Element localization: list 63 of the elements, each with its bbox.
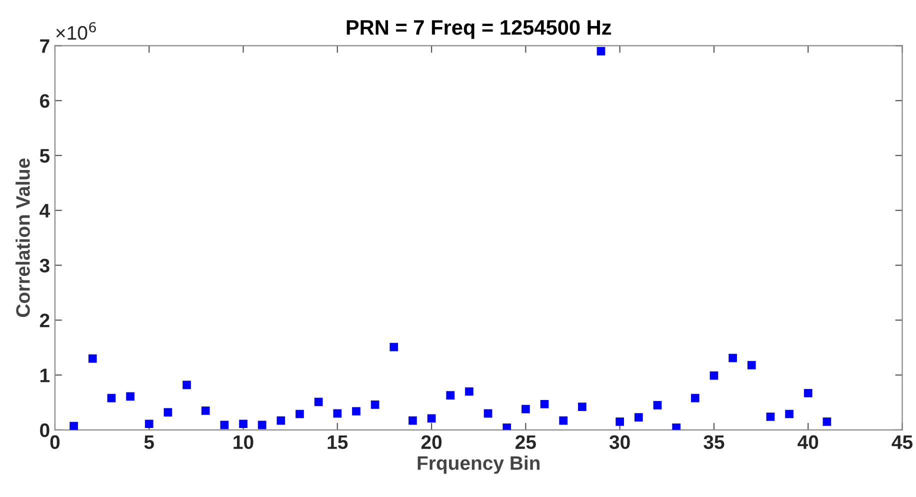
point <box>522 404 530 414</box>
point <box>201 406 210 415</box>
x-tick-label: 25 <box>516 435 536 450</box>
point <box>690 394 700 402</box>
text: ×10$^{6}$ <box>56 22 96 40</box>
x-tick-label: 0 <box>50 435 60 450</box>
x-tick-label: 45 <box>892 435 913 450</box>
x-tick-label: 15 <box>328 435 348 450</box>
y-tick-label: 6 <box>40 94 50 108</box>
y-tick-label: 0 <box>40 423 50 438</box>
x-tick-label: 20 <box>421 435 442 450</box>
point <box>144 420 154 428</box>
y-tick-label: 4 <box>40 204 50 218</box>
point <box>107 394 116 402</box>
point <box>653 401 662 410</box>
chart-title: PRN = 7 Freq = 1254500 Hz <box>346 20 612 39</box>
y-axis-title: Correlation Value <box>16 158 30 317</box>
y-tick-label: 3 <box>40 258 50 273</box>
point <box>239 420 248 428</box>
point <box>390 342 398 352</box>
point <box>352 407 360 416</box>
point <box>164 408 172 417</box>
point <box>747 360 756 370</box>
x-tick-label: 5 <box>144 435 154 450</box>
point <box>427 414 436 423</box>
point <box>446 391 455 400</box>
point <box>634 413 643 422</box>
point <box>766 412 775 421</box>
x-tick-label: 10 <box>234 435 254 450</box>
point <box>559 416 568 425</box>
y-tick-label: 5 <box>40 149 50 163</box>
point <box>182 380 191 390</box>
point <box>785 410 794 418</box>
point <box>333 409 342 418</box>
point <box>88 354 97 363</box>
point <box>296 410 304 418</box>
x-tick-label: 40 <box>798 435 818 450</box>
x-axis-title: Frquency Bin <box>418 456 540 474</box>
point <box>126 392 134 401</box>
y-tick-label: 2 <box>40 314 50 328</box>
point <box>822 418 832 426</box>
point <box>596 47 606 56</box>
point <box>728 354 737 362</box>
y-tick-label: 7 <box>40 39 50 53</box>
point <box>578 402 586 412</box>
point <box>616 418 624 426</box>
x-tick-label: 35 <box>704 435 724 450</box>
point <box>672 424 680 430</box>
point <box>804 388 812 398</box>
point <box>70 422 78 430</box>
point <box>465 387 474 396</box>
point <box>502 424 512 430</box>
point <box>710 371 718 380</box>
point <box>370 400 380 409</box>
point <box>314 398 323 406</box>
point <box>540 400 549 408</box>
x-tick-label: 30 <box>609 435 630 450</box>
y-tick-label: 1 <box>40 368 50 382</box>
point <box>220 420 229 430</box>
point <box>484 409 492 418</box>
point <box>258 420 266 430</box>
point <box>276 416 286 425</box>
point <box>408 416 417 425</box>
